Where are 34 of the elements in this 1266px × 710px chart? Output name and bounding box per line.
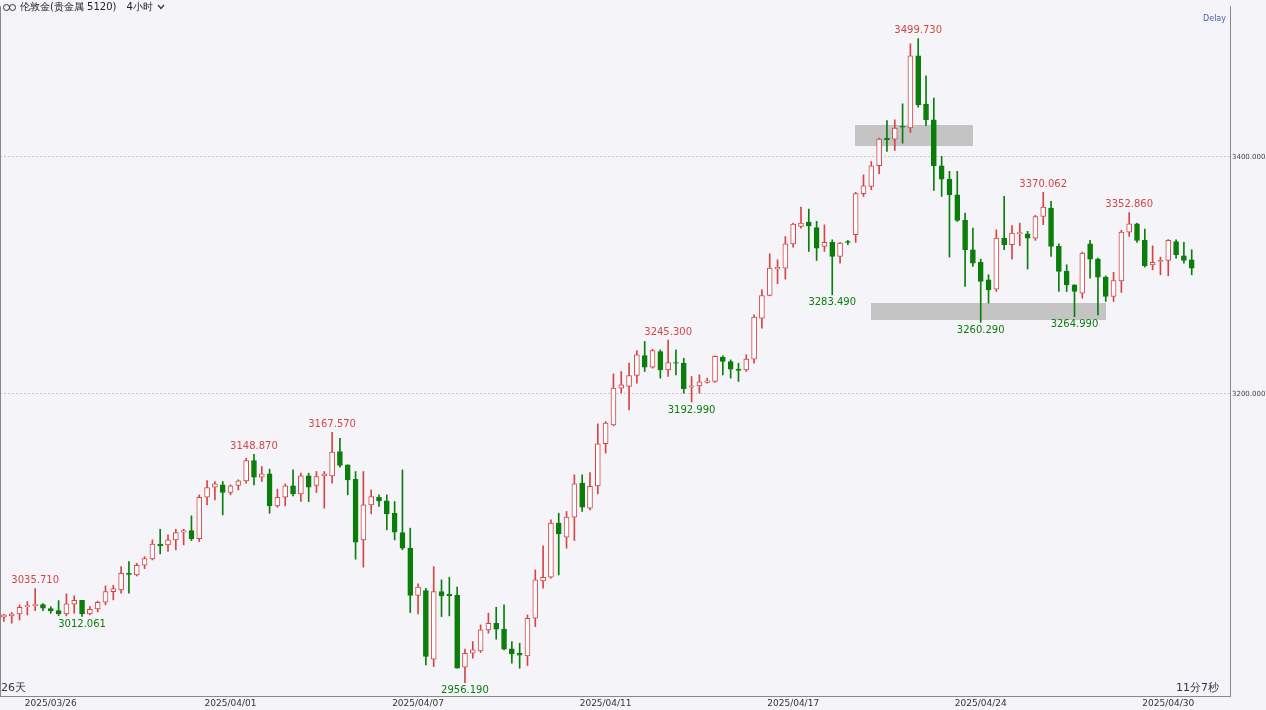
annotation: 2956.190 <box>441 684 489 696</box>
annotation: 3192.990 <box>667 403 716 415</box>
chart-subtitle: 4小时 <box>126 0 153 14</box>
candlestick <box>555 512 562 576</box>
annotation: 3283.490 <box>808 296 857 308</box>
x-tick-label: 2025/04/30 <box>1142 697 1195 708</box>
annotation: 3245.300 <box>644 325 692 337</box>
annotation: 3148.870 <box>230 439 278 451</box>
text: Delay <box>1203 14 1226 23</box>
annotation: 3260.290 <box>956 323 1005 335</box>
x-tick-label: 2025/04/24 <box>954 697 1007 708</box>
candlestick <box>618 371 625 394</box>
candlestick <box>493 606 500 640</box>
annotation: 26天 <box>1 680 26 695</box>
annotation: 3264.990 <box>1050 318 1099 330</box>
annotation: 3352.860 <box>1105 198 1154 210</box>
x-tick-label: 2025/04/11 <box>579 697 632 708</box>
annotation: 3499.730 <box>894 24 943 36</box>
candlestick <box>469 641 476 659</box>
x-tick-label: 2025/04/07 <box>392 697 445 708</box>
annotation: 3012.061 <box>58 618 106 630</box>
x-tick-label: 2025/03/26 <box>24 697 77 708</box>
chart-title: 伦敦金(贵金属 5120) <box>20 0 117 14</box>
candlestick <box>665 339 671 377</box>
annotation: 3167.570 <box>308 417 356 429</box>
candlestick <box>219 481 226 516</box>
candlestick <box>258 466 265 482</box>
x-tick-label: 2025/04/01 <box>204 697 257 708</box>
x-tick-label: 2025/04/17 <box>767 697 820 708</box>
annotation: 3035.710 <box>11 574 60 586</box>
candlestick <box>1001 196 1007 251</box>
annotation: 3370.062 <box>1019 177 1068 189</box>
candlestick <box>798 206 804 229</box>
annotation: 11分7秒 <box>1176 680 1219 695</box>
